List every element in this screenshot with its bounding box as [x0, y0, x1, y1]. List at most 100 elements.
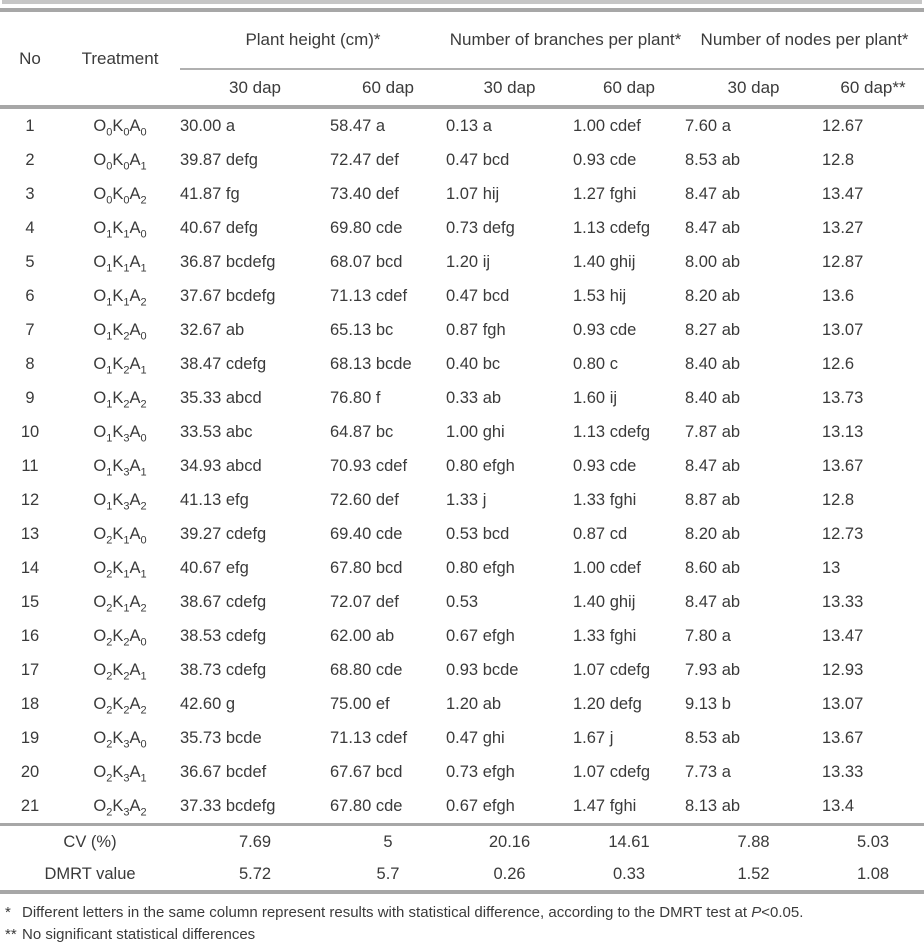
header-sub-row: 30 dap 60 dap 30 dap 60 dap 30 dap 60 da…: [0, 68, 924, 107]
cell-ph30: 41.13 efg: [180, 490, 249, 509]
dmrt-label: DMRT value: [44, 864, 136, 883]
sub-header-ph-30dap: 30 dap: [180, 68, 330, 107]
row-number: 7: [25, 320, 35, 339]
cell-ph60: 72.60 def: [330, 490, 399, 509]
cell-br30: 0.47 bcd: [446, 150, 510, 169]
cell-br30: 0.73 efgh: [446, 762, 515, 781]
cv-label: CV (%): [63, 832, 117, 851]
footnote-dmrt: * Different letters in the same column r…: [0, 902, 916, 924]
cell-br30: 0.67 efgh: [446, 626, 515, 645]
sub-header-ph-60dap: 60 dap: [330, 68, 446, 107]
cell-no30: 8.53 ab: [685, 728, 741, 747]
table-row: 8 O1K2A1 38.47 cdefg 68.13 bcde 0.40 bc 0.80 …: [0, 347, 924, 381]
cell-ph60: 69.40 cde: [330, 524, 403, 543]
treatment-code: O2K2A2: [93, 694, 147, 716]
row-number: 9: [25, 388, 35, 407]
table-row: 2 O0K0A1 39.87 defg 72.47 def 0.47 bcd 0.93 c…: [0, 143, 924, 177]
treatment-code: O2K2A1: [93, 660, 147, 682]
cell-ph30: 39.87 defg: [180, 150, 258, 169]
footnote-1-pre: Different letters in the same column rep…: [22, 904, 752, 921]
cell-no60: 13.4: [822, 796, 855, 815]
table-row: 20 O2K3A1 36.67 bcdef 67.67 bcd 0.73 efgh 1.0…: [0, 755, 924, 789]
dmrt-ph60: 5.7: [376, 864, 400, 883]
cell-ph30: 36.87 bcdefg: [180, 252, 276, 271]
cell-br60: 1.67 j: [573, 728, 614, 747]
row-number: 16: [20, 626, 40, 645]
cell-no60: 13.33: [822, 592, 864, 611]
dmrt-br30: 0.26: [493, 864, 526, 883]
cell-br30: 0.33 ab: [446, 388, 502, 407]
cell-no30: 8.87 ab: [685, 490, 741, 509]
cell-no60: 12.93: [822, 660, 864, 679]
table-row: 17 O2K2A1 38.73 cdefg 68.80 cde 0.93 bcde 1.0…: [0, 653, 924, 687]
dmrt-row: DMRT value 5.72 5.7 0.26 0.33 1.52 1.08: [0, 858, 924, 892]
cell-br60: 1.00 cdef: [573, 116, 641, 135]
cell-ph30: 39.27 cdefg: [180, 524, 267, 543]
cell-br30: 0.53: [446, 592, 479, 611]
cell-ph60: 70.93 cdef: [330, 456, 408, 475]
cell-no30: 7.93 ab: [685, 660, 741, 679]
cell-no60: 13.73: [822, 388, 864, 407]
cell-no60: 13.13: [822, 422, 864, 441]
footnote-no-significance: ** No significant statistical difference…: [0, 924, 916, 946]
cv-br30: 20.16: [488, 832, 531, 851]
treatment-code: O1K2A2: [93, 388, 147, 410]
cell-no30: 7.87 ab: [685, 422, 741, 441]
sub-header-br-30dap: 30 dap: [446, 68, 573, 107]
cell-no30: 8.47 ab: [685, 592, 741, 611]
cell-br30: 0.87 fgh: [446, 320, 506, 339]
footnote-text-2: No significant statistical differences: [22, 925, 256, 943]
footnote-1-italic-p: P: [751, 904, 762, 921]
cv-no60: 5.03: [856, 832, 890, 851]
cell-br30: 0.40 bc: [446, 354, 501, 373]
sub-header-br-60dap: 60 dap: [573, 68, 685, 107]
cell-no60: 12.8: [822, 150, 855, 169]
cell-br60: 0.93 cde: [573, 150, 637, 169]
table-row: 3 O0K0A2 41.87 fg 73.40 def 1.07 hij 1.27 fgh…: [0, 177, 924, 211]
cell-br60: 1.00 cdef: [573, 558, 641, 577]
col-header-treatment: Treatment: [81, 48, 159, 68]
cv-row: CV (%) 7.69 5 20.16 14.61 7.88 5.03: [0, 825, 924, 859]
row-number: 14: [20, 558, 40, 577]
cell-br60: 1.27 fghi: [573, 184, 637, 203]
treatment-code: O2K1A2: [93, 592, 147, 614]
treatment-code: O2K3A0: [93, 728, 147, 750]
cell-no30: 8.47 ab: [685, 218, 741, 237]
cell-no30: 7.60 a: [685, 116, 731, 135]
row-number: 18: [20, 694, 40, 713]
row-number: 21: [20, 796, 40, 815]
cell-ph60: 65.13 bc: [330, 320, 394, 339]
treatment-code: O1K3A2: [93, 490, 147, 512]
top-edge-artifact: [2, 0, 922, 4]
cell-ph60: 64.87 bc: [330, 422, 394, 441]
dmrt-no60: 1.08: [856, 864, 890, 883]
table-row: 13 O2K1A0 39.27 cdefg 69.40 cde 0.53 bcd 0.87…: [0, 517, 924, 551]
cell-ph30: 41.87 fg: [180, 184, 240, 203]
cell-ph30: 37.33 bcdefg: [180, 796, 276, 815]
row-number: 3: [25, 184, 35, 203]
row-number: 5: [25, 252, 35, 271]
table-row: 7 O1K2A0 32.67 ab 65.13 bc 0.87 fgh 0.93 cde 8…: [0, 313, 924, 347]
cell-no60: 13.07: [822, 320, 864, 339]
table-summary: CV (%) 7.69 5 20.16 14.61 7.88 5.03 DMRT…: [0, 824, 924, 892]
cell-no60: 13.07: [822, 694, 864, 713]
cell-ph30: 38.67 cdefg: [180, 592, 267, 611]
dmrt-br60: 0.33: [612, 864, 646, 883]
cell-no60: 12.8: [822, 490, 855, 509]
table-row: 10 O1K3A0 33.53 abc 64.87 bc 1.00 ghi 1.13 cd…: [0, 415, 924, 449]
table-row: 18 O2K2A2 42.60 g 75.00 ef 1.20 ab 1.20 defg 9…: [0, 687, 924, 721]
cell-no30: 8.53 ab: [685, 150, 741, 169]
cell-br30: 1.00 ghi: [446, 422, 505, 441]
cell-ph60: 71.13 cdef: [330, 286, 408, 305]
cv-ph60: 5: [383, 832, 393, 851]
cell-br60: 1.07 cdefg: [573, 660, 651, 679]
header-group-row: No Treatment Plant height (cm)* Number o…: [0, 10, 924, 69]
row-number: 4: [25, 218, 35, 237]
table-row: 12 O1K3A2 41.13 efg 72.60 def 1.33 j 1.33 fgh…: [0, 483, 924, 517]
cell-ph60: 67.67 bcd: [330, 762, 403, 781]
cell-ph60: 71.13 cdef: [330, 728, 408, 747]
sub-header-no-30dap: 30 dap: [685, 68, 822, 107]
cell-ph30: 42.60 g: [180, 694, 236, 713]
cell-ph30: 37.67 bcdefg: [180, 286, 276, 305]
cv-no30: 7.88: [737, 832, 770, 851]
